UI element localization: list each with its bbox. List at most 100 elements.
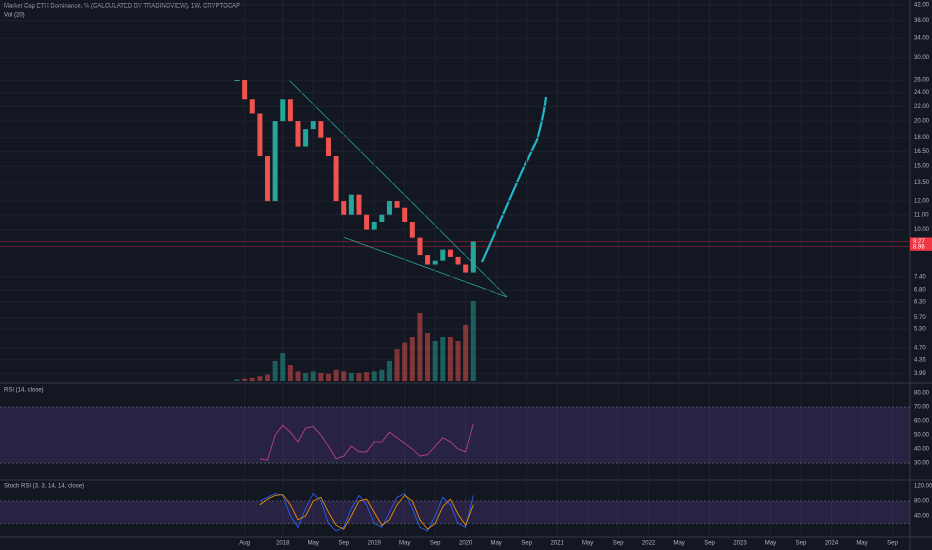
y-tick-label: 10.00 [914, 227, 930, 233]
volume-bar [272, 361, 278, 381]
y-tick-label: 120.00 [914, 484, 932, 490]
y-tick-label: 80.00 [914, 391, 930, 397]
candle [371, 221, 377, 230]
candle [447, 249, 453, 257]
indicator-line [259, 494, 474, 530]
x-tick-label: May [490, 541, 501, 547]
y-tick-label: 15.00 [914, 164, 930, 170]
y-tick-label: 80.00 [914, 499, 930, 505]
x-tick-label: Sep [704, 541, 715, 547]
volume-bar [234, 379, 240, 381]
band [0, 500, 910, 524]
volume-bar [348, 373, 354, 381]
volume-bar [303, 373, 309, 381]
x-tick-label: 2021 [550, 541, 564, 547]
volume-bar [364, 372, 370, 381]
x-tick-label: 2023 [733, 541, 747, 547]
volume-bar [242, 378, 248, 381]
candle [386, 201, 392, 215]
candle [463, 264, 469, 273]
y-tick-label: 70.00 [914, 405, 930, 411]
y-tick-label: 24.00 [914, 90, 930, 96]
candle [440, 249, 446, 261]
y-tick-label: 6.30 [914, 300, 926, 306]
x-tick-label: Sep [887, 541, 898, 547]
price-marker [910, 237, 932, 246]
volume-bar [341, 371, 347, 381]
y-tick-label: 40.00 [914, 514, 930, 520]
price-marker-label: 8.96 [913, 244, 925, 250]
y-tick-label: 4.70 [914, 345, 926, 351]
candle [455, 256, 461, 265]
candle [287, 99, 293, 122]
volume-bar [432, 341, 438, 381]
volume-bar [325, 373, 331, 381]
volume-bar [333, 369, 339, 381]
candle [249, 99, 255, 114]
x-tick-label: May [582, 541, 593, 547]
x-tick-label: May [673, 541, 684, 547]
volume-bar [379, 369, 385, 381]
x-tick-label: May [308, 541, 319, 547]
y-tick-label: 38.00 [914, 18, 930, 24]
chart-title: Market Cap ETH Dominance, % (CALCULATED … [4, 4, 240, 10]
volume-bar [371, 371, 377, 381]
x-tick-label: 2022 [642, 541, 656, 547]
candle [432, 260, 438, 265]
volume-bar [440, 337, 446, 381]
y-tick-label: 18.00 [914, 135, 930, 141]
y-tick-label: 5.30 [914, 327, 926, 333]
y-tick-label: 3.99 [914, 371, 926, 377]
price-marker [910, 242, 932, 251]
candle [402, 207, 408, 222]
candle [364, 214, 370, 230]
x-tick-label: May [765, 541, 776, 547]
x-tick-label: Sep [796, 541, 807, 547]
volume-bar [417, 313, 423, 381]
y-tick-label: 16.50 [914, 149, 930, 155]
y-tick-label: 40.00 [914, 447, 930, 453]
candle [470, 241, 476, 273]
y-tick-label: 20.00 [914, 119, 930, 125]
x-tick-label: May [856, 541, 867, 547]
volume-bar [402, 342, 408, 381]
candle [318, 121, 324, 138]
projection-curve [480, 96, 548, 263]
candle [333, 156, 339, 202]
candle [379, 214, 385, 222]
candle [257, 113, 263, 157]
x-tick-label: Sep [338, 541, 349, 547]
indicator-line [259, 492, 474, 532]
volume-bar [425, 333, 431, 381]
candle [394, 201, 400, 208]
volume-bar [356, 373, 362, 381]
volume-bar [295, 371, 301, 381]
band [0, 406, 910, 464]
candle [265, 156, 271, 202]
trend-line [288, 79, 508, 298]
volume-bar [455, 341, 461, 381]
candle [417, 237, 423, 256]
volume-bar [470, 301, 476, 381]
candle [325, 137, 331, 157]
candle [425, 255, 431, 265]
pane-title: Vol (20) [4, 13, 25, 19]
candle [303, 129, 309, 147]
price-marker-label: 9.27 [913, 239, 925, 245]
volume-bar [386, 361, 392, 381]
x-tick-label: Sep [613, 541, 624, 547]
x-tick-label: 2018 [276, 541, 290, 547]
candle [295, 121, 301, 147]
candle [310, 121, 316, 130]
y-tick-label: 4.35 [914, 357, 926, 363]
candle [341, 201, 347, 215]
y-tick-label: 12.00 [914, 199, 930, 205]
x-tick-label: 2024 [825, 541, 839, 547]
x-tick-label: 2019 [368, 541, 382, 547]
candle [356, 194, 362, 215]
y-tick-label: 13.50 [914, 180, 930, 186]
volume-bar [463, 325, 469, 381]
y-tick-label: 50.00 [914, 433, 930, 439]
y-tick-label: 5.70 [914, 315, 926, 321]
